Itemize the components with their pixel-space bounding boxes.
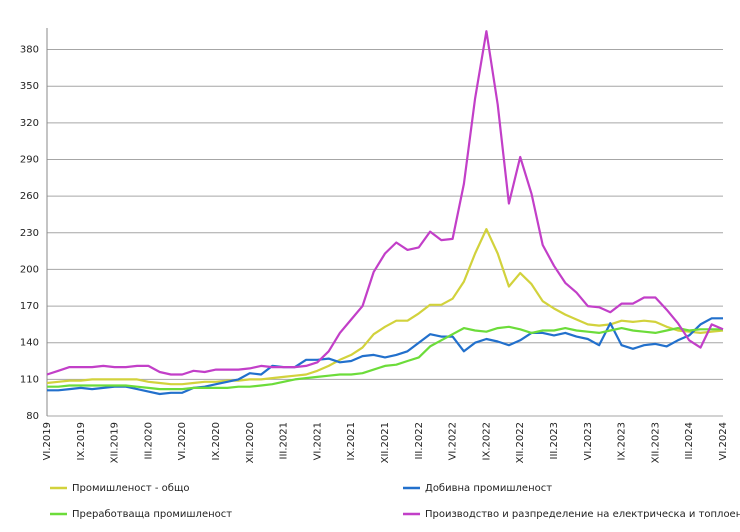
legend-label: Промишленост - общо [72,483,190,494]
x-tick-label: III.2020 [143,422,154,459]
x-tick-label: XII.2019 [110,422,121,463]
x-tick-label: VI.2019 [42,422,53,460]
x-tick-label: IX.2019 [76,422,87,460]
x-tick-label: III.2024 [684,422,695,459]
y-tick-label: 320 [20,118,39,129]
y-tick-label: 350 [20,81,39,92]
x-tick-label: VI.2021 [312,422,323,460]
y-tick-label: 380 [20,45,39,56]
x-tick-label: VI.2023 [583,422,594,460]
y-tick-label: 170 [20,301,39,312]
x-tick-label: IX.2022 [481,422,492,460]
x-tick-label: IX.2020 [211,422,222,460]
x-tick-label: III.2022 [414,422,425,459]
series-line [46,30,724,376]
legend-label: Преработваща промишленост [72,509,232,520]
x-tick-label: VI.2022 [448,422,459,460]
x-tick-label: IX.2023 [617,422,628,460]
x-tick-label: XII.2022 [515,422,526,463]
y-tick-label: 110 [20,374,39,385]
x-tick-label: VI.2024 [718,422,729,460]
series-line [47,325,723,391]
x-tick-label: VI.2020 [177,422,188,460]
x-tick-label: XII.2021 [380,422,391,463]
series-line [47,317,723,396]
y-tick-label: 290 [20,154,39,165]
legend-label: Добивна промишленост [425,483,552,494]
y-tick-label: 80 [26,411,39,422]
y-tick-label: 200 [20,264,39,275]
y-tick-label: 260 [20,191,39,202]
y-tick-label: 230 [20,228,39,239]
x-tick-label: IX.2021 [346,422,357,460]
x-tick-label: XII.2020 [245,422,256,463]
x-tick-label: III.2021 [279,422,290,459]
y-tick-label: 140 [20,338,39,349]
legend-label: Производство и разпределение на електрич… [425,509,740,520]
x-tick-label: III.2023 [549,422,560,459]
x-tick-label: XII.2023 [650,422,661,463]
